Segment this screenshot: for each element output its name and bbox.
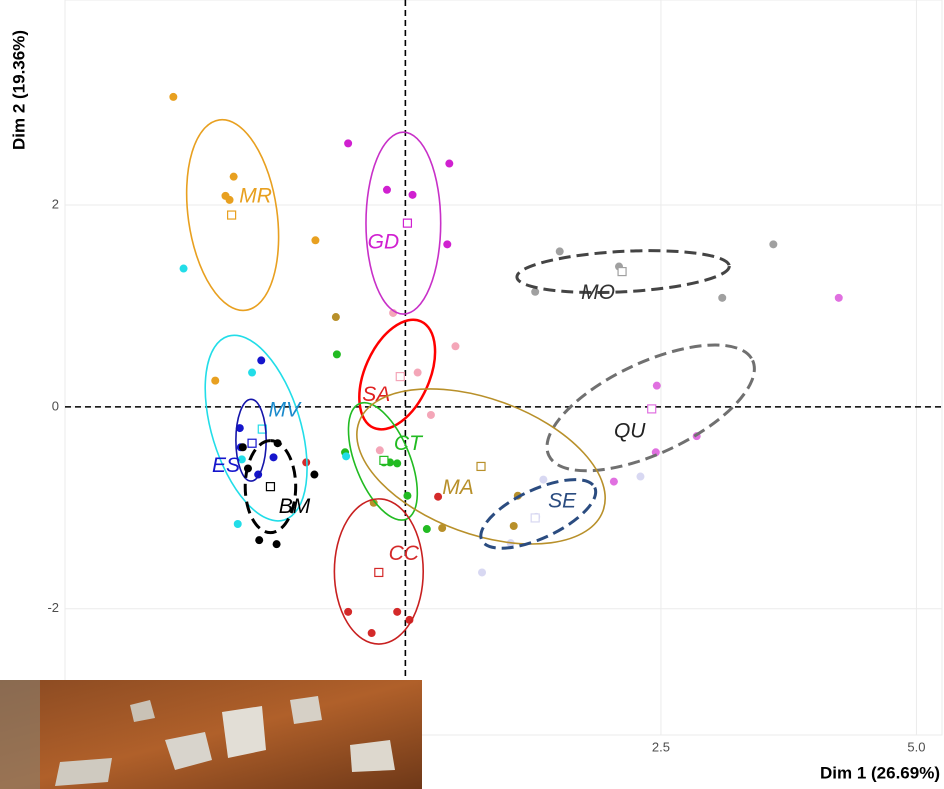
x-tick-label: 5.0 bbox=[907, 739, 925, 754]
point bbox=[229, 172, 238, 181]
group-label: MA bbox=[442, 476, 474, 499]
point bbox=[344, 139, 353, 148]
marks: MR GD MO QU SA CT MA SE CC MV ES BM bbox=[169, 92, 843, 645]
confidence-ellipse bbox=[479, 478, 598, 550]
point bbox=[834, 293, 843, 302]
point bbox=[169, 92, 178, 101]
point bbox=[382, 185, 391, 194]
point bbox=[408, 190, 417, 199]
point bbox=[233, 519, 242, 528]
y-tick-label: -2 bbox=[47, 600, 59, 615]
plot-panel bbox=[64, 0, 943, 736]
group-label: CC bbox=[389, 542, 420, 565]
confidence-ellipse bbox=[358, 318, 437, 431]
point bbox=[652, 381, 661, 390]
group-label: MO bbox=[581, 281, 615, 304]
point bbox=[237, 455, 246, 464]
centroid bbox=[617, 266, 627, 277]
point bbox=[331, 313, 340, 322]
point bbox=[769, 240, 778, 249]
point bbox=[555, 247, 564, 256]
group-label: ES bbox=[212, 454, 240, 477]
point bbox=[344, 607, 353, 616]
point bbox=[434, 492, 443, 501]
confidence-ellipse bbox=[204, 334, 308, 522]
confidence-ellipse bbox=[185, 118, 280, 312]
point bbox=[367, 629, 376, 638]
centroid bbox=[227, 210, 237, 220]
point bbox=[342, 452, 351, 461]
point bbox=[443, 240, 452, 249]
point bbox=[403, 491, 412, 500]
group-label: MR bbox=[239, 185, 272, 208]
point bbox=[332, 350, 341, 359]
point bbox=[718, 293, 727, 302]
point bbox=[269, 453, 278, 462]
point bbox=[393, 607, 402, 616]
centroid bbox=[374, 567, 384, 578]
point bbox=[311, 236, 320, 245]
group-label: CT bbox=[394, 432, 424, 455]
point bbox=[426, 410, 435, 419]
confidence-ellipse bbox=[365, 131, 442, 315]
point bbox=[179, 264, 188, 273]
point bbox=[609, 477, 618, 486]
point bbox=[310, 470, 319, 479]
point bbox=[302, 458, 311, 467]
point bbox=[211, 376, 220, 385]
centroid bbox=[395, 371, 405, 382]
point bbox=[445, 159, 454, 168]
centroid bbox=[647, 404, 657, 414]
point bbox=[257, 356, 266, 365]
confidence-ellipse bbox=[243, 439, 298, 535]
group-label: BM bbox=[279, 495, 311, 518]
x-tick-label: 2.5 bbox=[652, 739, 670, 754]
point bbox=[451, 342, 460, 351]
group-label: MV bbox=[269, 399, 302, 422]
photo-inset bbox=[0, 680, 422, 789]
point bbox=[422, 525, 431, 534]
point bbox=[478, 568, 487, 577]
centroid bbox=[530, 513, 540, 523]
group-label: GD bbox=[368, 231, 400, 254]
confidence-ellipse bbox=[347, 401, 419, 521]
point bbox=[531, 287, 540, 296]
point bbox=[235, 424, 244, 433]
point bbox=[248, 368, 257, 377]
centroid bbox=[476, 461, 486, 472]
point bbox=[651, 448, 660, 457]
point bbox=[375, 446, 384, 455]
point bbox=[438, 524, 447, 533]
centroid bbox=[402, 218, 413, 228]
point bbox=[636, 472, 645, 481]
centroid bbox=[247, 438, 257, 448]
group-label: SA bbox=[362, 383, 390, 406]
point bbox=[225, 195, 234, 204]
confidence-ellipse bbox=[515, 249, 731, 295]
point bbox=[272, 540, 281, 549]
point bbox=[393, 459, 402, 468]
grid bbox=[65, 0, 942, 735]
confidence-ellipse bbox=[356, 388, 606, 545]
point bbox=[413, 368, 422, 377]
centroid bbox=[379, 455, 389, 465]
confidence-ellipse bbox=[333, 498, 425, 645]
point bbox=[369, 498, 378, 507]
point bbox=[255, 536, 264, 545]
x-axis-title: Dim 1 (26.69%) bbox=[820, 763, 940, 782]
group-label: QU bbox=[614, 419, 646, 442]
point bbox=[539, 475, 548, 484]
y-tick-label: 2 bbox=[52, 196, 59, 211]
y-tick-label: 0 bbox=[52, 398, 59, 413]
point bbox=[238, 443, 247, 452]
confidence-ellipse bbox=[545, 343, 756, 473]
point bbox=[509, 522, 518, 531]
point bbox=[389, 308, 398, 317]
y-axis-title: Dim 2 (19.36%) bbox=[9, 30, 28, 150]
group-label: SE bbox=[548, 489, 577, 512]
centroid bbox=[265, 482, 276, 492]
